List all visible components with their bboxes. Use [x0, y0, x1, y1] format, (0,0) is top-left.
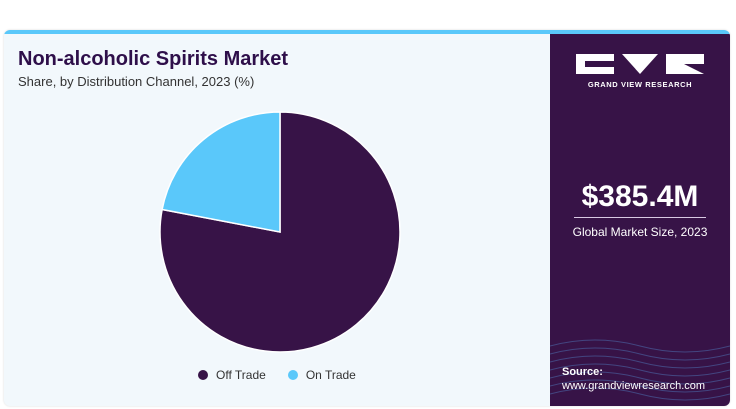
source-label: Source:: [562, 366, 603, 378]
legend-item-on-trade: On Trade: [287, 368, 356, 382]
chart-legend: Off Trade On Trade: [198, 368, 378, 382]
legend-item-off-trade: Off Trade: [198, 368, 266, 382]
accent-top-bar: [4, 30, 730, 34]
chart-panel: Non-alcoholic Spirits Market Share, by D…: [4, 34, 550, 406]
legend-swatch-off-trade: [198, 370, 208, 380]
info-sidebar: GRAND VIEW RESEARCH $385.4M Global Marke…: [550, 34, 730, 406]
market-size-label: Global Market Size, 2023: [572, 225, 708, 239]
gvr-logo-icon: [576, 54, 704, 74]
divider: [574, 217, 706, 218]
pie-slice-on-trade: [161, 111, 281, 233]
chart-subtitle: Share, by Distribution Channel, 2023 (%): [18, 74, 255, 89]
source-link[interactable]: www.grandviewresearch.com: [562, 380, 706, 392]
chart-title: Non-alcoholic Spirits Market: [18, 48, 289, 70]
wave-pattern-icon: [550, 339, 730, 401]
legend-label-off-trade: Off Trade: [216, 368, 266, 382]
chart-card: Non-alcoholic Spirits Market Share, by D…: [4, 30, 730, 406]
brand-name: GRAND VIEW RESEARCH: [587, 80, 693, 89]
pie-chart: [159, 111, 401, 353]
legend-swatch-on-trade: [287, 370, 298, 380]
market-size-value: $385.4M: [581, 180, 699, 213]
legend-label-on-trade: On Trade: [305, 368, 356, 382]
